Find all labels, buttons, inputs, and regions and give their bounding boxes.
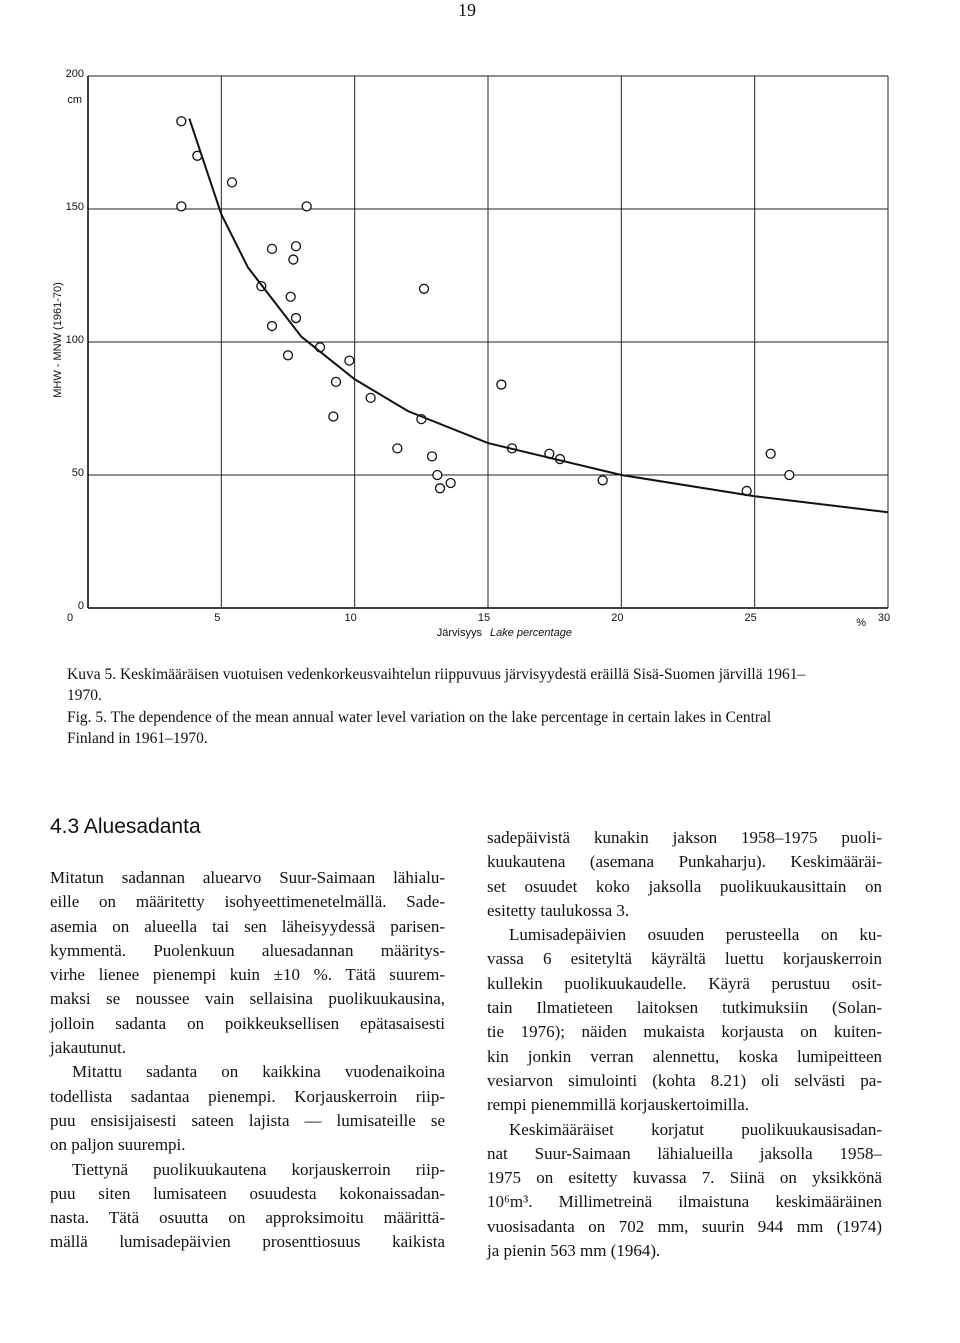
y-axis-label: MHW - MNW (1961-70) <box>52 282 64 398</box>
text-line: Tiettynä puolikuukautena korjauskerroin … <box>72 1159 445 1179</box>
y-tick-label: 100 <box>66 334 84 346</box>
section-heading: 4.3 Aluesadanta <box>50 815 201 838</box>
text-line: kin jonkin verran alennettu, koska lumip… <box>487 1046 882 1066</box>
x-tick-label: 20 <box>611 612 623 624</box>
x-unit: % <box>856 617 866 629</box>
data-point <box>266 243 278 255</box>
data-point <box>597 475 608 486</box>
data-point <box>434 483 446 494</box>
text-line: tie 1976); näiden mukaista korjausta on … <box>487 1022 882 1042</box>
data-point <box>418 283 430 294</box>
data-point <box>290 312 302 324</box>
x-tick-label: 15 <box>478 612 490 624</box>
text-line: kymmentä. Puolenkuun aluesadannan määrit… <box>50 940 445 960</box>
text-line: vesiarvon simulointi (kohta 8.21) oli se… <box>487 1070 882 1090</box>
chart: cm MHW - MNW (1961-70) Järvisyys Lake pe… <box>52 68 890 639</box>
text-line: vassa 6 esitetyltä käyrältä luettu korja… <box>487 949 882 969</box>
x-tick-label: 30 <box>878 612 890 624</box>
text-line: on paljon suurempi. <box>50 1135 186 1155</box>
data-point <box>176 201 187 212</box>
x-axis-label-en: Lake percentage <box>490 627 572 639</box>
x-tick-label: 10 <box>345 612 357 624</box>
data-point <box>282 350 294 361</box>
text-line: 10⁶m³. Millimetreinä ilmaistuna keskimää… <box>487 1192 882 1212</box>
y-tick-label: 150 <box>66 201 84 213</box>
data-point <box>285 291 296 302</box>
data-point <box>344 355 355 366</box>
text-line: nat Suur-Saimaan lähialueilla jaksolla 1… <box>487 1143 882 1163</box>
data-point <box>426 451 438 462</box>
text-line: set osuudet koko jaksolla puolikuukausit… <box>487 876 882 896</box>
text-column: Mitatun sadannan aluearvo Suur-Saimaan l… <box>50 866 445 1255</box>
text-line: puu siten lumisateen osuudesta kokonaiss… <box>50 1183 445 1203</box>
text-column: sadepäivistä kunakin jakson 1958–1975 pu… <box>487 826 882 1263</box>
caption-english: Fig. 5. The dependence of the mean annua… <box>67 707 897 749</box>
data-point <box>445 477 456 489</box>
text-line: mällä lumisadepäivien prosenttiosuus kai… <box>50 1232 445 1252</box>
text-line: rempi pienemmillä korjauskertoimilla. <box>487 1095 750 1115</box>
page-number: 19 <box>458 0 476 20</box>
x-tick-label: 5 <box>214 612 220 624</box>
data-point <box>365 392 376 404</box>
data-point <box>328 411 339 422</box>
data-point <box>288 254 299 265</box>
x-tick-label: 0 <box>67 612 73 624</box>
text-line: sadepäivistä kunakin jakson 1958–1975 pu… <box>487 828 882 847</box>
text-line: virhe lienee pienempi kuin ±10 %. Tätä s… <box>50 965 445 985</box>
y-tick-label: 50 <box>72 467 84 479</box>
caption-finnish: Kuva 5. Keskimääräisen vuotuisen vedenko… <box>67 664 897 706</box>
text-line: kuukautena (asemana Punkaharju). Keskimä… <box>487 852 882 872</box>
text-line: eille on määritetty isohyeettimenetelmäl… <box>50 892 445 912</box>
text-line: Fig. 5. The dependence of the mean annua… <box>67 709 772 726</box>
data-point <box>765 448 776 459</box>
text-line: puu ensisijaisesti sateen lajista — lumi… <box>50 1110 445 1130</box>
data-point <box>301 201 312 212</box>
text-line: 1970. <box>67 687 102 704</box>
text-line: 1975 on esitetty kuvassa 7. Siinä on yks… <box>487 1168 882 1188</box>
data-point <box>784 469 795 481</box>
text-line: Kuva 5. Keskimääräisen vuotuisen vedenko… <box>67 666 806 683</box>
text-line: jakautunut. <box>50 1038 127 1058</box>
text-line: tain Ilmatieteen laitoksen tutkimuksiin … <box>487 998 882 1018</box>
data-point <box>392 443 403 454</box>
text-line: Keskimääräiset korjatut puolikuukausisad… <box>509 1119 882 1139</box>
y-unit: cm <box>67 94 82 106</box>
data-point <box>432 469 443 481</box>
text-line: Lumisadepäivien osuuden perusteella on k… <box>509 925 882 945</box>
text-line: asemia on alueella tai sen läheisyydessä… <box>50 916 445 936</box>
text-line: kullekin puolikuukaudelle. Käyrä perustu… <box>487 973 882 993</box>
text-line: Finland in 1961–1970. <box>67 730 208 747</box>
text-line: esitetty taulukossa 3. <box>487 900 630 920</box>
data-point <box>330 376 342 388</box>
fit-curve <box>188 118 889 514</box>
x-tick-label: 25 <box>745 612 757 624</box>
data-point <box>226 177 238 188</box>
data-point <box>266 320 278 332</box>
x-axis-label: Järvisyys <box>437 627 483 639</box>
text-line: Mitattu sadanta on kaikkina vuodenaikoin… <box>72 1062 445 1082</box>
text-line: Mitatun sadannan aluearvo Suur-Saimaan l… <box>50 868 445 887</box>
text-line: vuosisadanta on 702 mm, suurin 944 mm (1… <box>487 1216 882 1236</box>
text-line: ja pienin 563 mm (1964). <box>487 1241 661 1261</box>
data-point <box>290 241 302 252</box>
y-tick-label: 0 <box>78 600 84 612</box>
y-tick-label: 200 <box>66 68 84 80</box>
data-point <box>496 379 507 390</box>
text-line: todellista sadantaa pienempi. Korjausker… <box>50 1086 445 1106</box>
text-line: nasta. Tätä osuutta on approksimoitu mää… <box>50 1208 445 1228</box>
data-point <box>176 116 187 127</box>
text-line: jolloin sadanta on poikkeuksellisen epät… <box>50 1013 445 1033</box>
text-line: maksi se noussee vain sellaisina puoliku… <box>50 989 445 1009</box>
